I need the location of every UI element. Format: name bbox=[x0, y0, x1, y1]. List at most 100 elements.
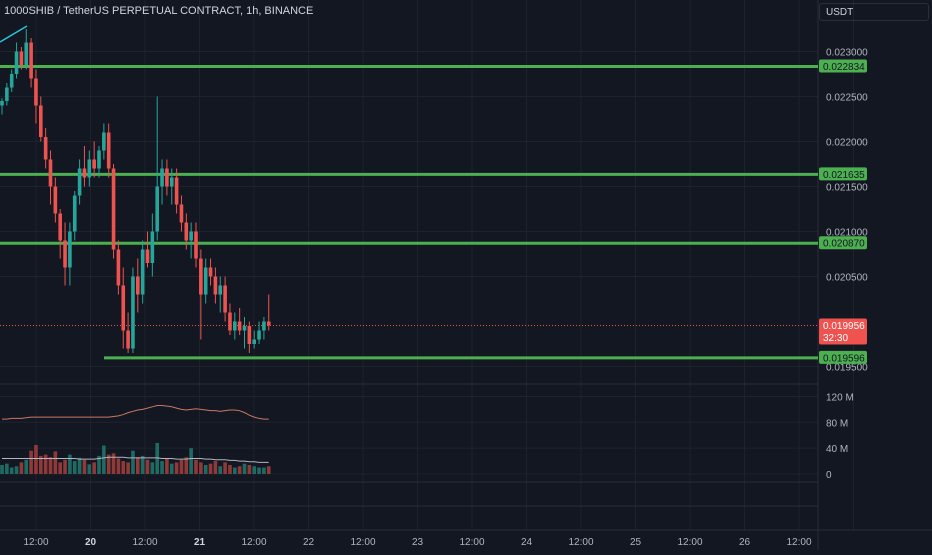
volume-bar[interactable] bbox=[102, 445, 106, 474]
volume-bar[interactable] bbox=[121, 461, 126, 474]
candle-body[interactable] bbox=[136, 276, 140, 295]
volume-bar[interactable] bbox=[9, 467, 14, 474]
volume-bar[interactable] bbox=[155, 442, 159, 474]
volume-bar[interactable] bbox=[179, 459, 184, 474]
candle-body[interactable] bbox=[247, 326, 252, 344]
candle-body[interactable] bbox=[266, 321, 271, 326]
volume-bar[interactable] bbox=[184, 457, 189, 474]
volume-bar[interactable] bbox=[82, 459, 87, 474]
volume-bar[interactable] bbox=[111, 453, 116, 474]
candle-body[interactable] bbox=[19, 51, 24, 66]
candle-body[interactable] bbox=[58, 213, 62, 241]
candle-body[interactable] bbox=[72, 195, 77, 232]
volume-bar[interactable] bbox=[116, 458, 121, 474]
volume-bar[interactable] bbox=[218, 466, 223, 474]
candle-body[interactable] bbox=[106, 132, 111, 169]
candle-body[interactable] bbox=[102, 132, 106, 151]
candle-body[interactable] bbox=[9, 74, 14, 88]
trend-line[interactable] bbox=[0, 25, 28, 43]
volume-bar[interactable] bbox=[68, 454, 72, 474]
volume-bar[interactable] bbox=[106, 454, 111, 474]
volume-bar[interactable] bbox=[92, 462, 96, 474]
candle-body[interactable] bbox=[262, 321, 266, 331]
candle-body[interactable] bbox=[14, 51, 19, 75]
volume-bar[interactable] bbox=[266, 466, 271, 474]
volume-bar[interactable] bbox=[199, 462, 203, 474]
volume-bar[interactable] bbox=[43, 454, 48, 474]
volume-bar[interactable] bbox=[169, 463, 174, 474]
volume-bar[interactable] bbox=[194, 459, 198, 474]
candle-body[interactable] bbox=[43, 137, 48, 160]
volume-bar[interactable] bbox=[237, 466, 242, 474]
candle-body[interactable] bbox=[208, 267, 213, 277]
candle-body[interactable] bbox=[165, 168, 169, 187]
volume-bar[interactable] bbox=[262, 467, 266, 474]
volume-bar[interactable] bbox=[233, 467, 237, 474]
candle-body[interactable] bbox=[189, 231, 193, 241]
candle-body[interactable] bbox=[228, 312, 232, 331]
volume-bar[interactable] bbox=[145, 459, 150, 474]
candle-body[interactable] bbox=[150, 231, 155, 264]
candle-body[interactable] bbox=[140, 249, 145, 295]
volume-bar[interactable] bbox=[203, 464, 208, 474]
volume-bar[interactable] bbox=[87, 464, 92, 474]
candle-body[interactable] bbox=[126, 330, 130, 349]
candle-body[interactable] bbox=[242, 326, 247, 331]
volume-bar[interactable] bbox=[131, 450, 135, 474]
volume-bar[interactable] bbox=[72, 461, 77, 474]
candle-body[interactable] bbox=[218, 285, 223, 295]
currency-selector[interactable]: USDT bbox=[819, 3, 929, 21]
candle-body[interactable] bbox=[121, 285, 126, 331]
candle-body[interactable] bbox=[252, 339, 256, 345]
volume-bar[interactable] bbox=[247, 464, 252, 474]
candle-body[interactable] bbox=[34, 78, 38, 106]
volume-bar[interactable] bbox=[136, 457, 140, 474]
volume-bar[interactable] bbox=[189, 448, 193, 474]
candle-body[interactable] bbox=[5, 87, 9, 102]
candle-body[interactable] bbox=[179, 204, 184, 223]
candle-body[interactable] bbox=[131, 276, 135, 349]
volume-bar[interactable] bbox=[0, 464, 4, 474]
candle-body[interactable] bbox=[257, 330, 261, 340]
candle-body[interactable] bbox=[237, 321, 242, 331]
candle-body[interactable] bbox=[116, 249, 121, 286]
volume-bar[interactable] bbox=[48, 457, 53, 474]
volume-bar[interactable] bbox=[34, 444, 38, 474]
candle-body[interactable] bbox=[160, 168, 164, 187]
candle-body[interactable] bbox=[87, 159, 92, 178]
candle-body[interactable] bbox=[203, 267, 208, 295]
volume-bar[interactable] bbox=[228, 464, 232, 474]
volume-bar[interactable] bbox=[5, 463, 9, 474]
volume-bar[interactable] bbox=[53, 451, 58, 474]
volume-bar[interactable] bbox=[223, 462, 227, 474]
volume-bar[interactable] bbox=[77, 457, 82, 474]
candle-body[interactable] bbox=[77, 168, 82, 196]
volume-bar[interactable] bbox=[257, 467, 261, 474]
candle-body[interactable] bbox=[223, 285, 227, 313]
volume-bar[interactable] bbox=[160, 461, 164, 474]
candle-body[interactable] bbox=[24, 42, 29, 66]
volume-bar[interactable] bbox=[252, 466, 256, 474]
candle-body[interactable] bbox=[53, 186, 58, 214]
candle-body[interactable] bbox=[48, 159, 53, 187]
volume-bar[interactable] bbox=[126, 462, 130, 474]
volume-bar[interactable] bbox=[174, 462, 179, 474]
volume-bar[interactable] bbox=[140, 455, 145, 474]
volume-bar[interactable] bbox=[213, 461, 218, 474]
volume-bar[interactable] bbox=[208, 463, 213, 474]
candle-body[interactable] bbox=[145, 249, 150, 264]
volume-bar[interactable] bbox=[58, 462, 62, 474]
volume-bar[interactable] bbox=[165, 458, 169, 474]
candle-body[interactable] bbox=[68, 231, 72, 268]
volume-bar[interactable] bbox=[14, 466, 19, 474]
volume-bar[interactable] bbox=[242, 463, 247, 474]
candle-body[interactable] bbox=[29, 42, 33, 79]
volume-bar[interactable] bbox=[63, 459, 67, 474]
candle-body[interactable] bbox=[39, 105, 43, 138]
candle-body[interactable] bbox=[213, 276, 218, 295]
candle-body[interactable] bbox=[111, 168, 116, 250]
volume-bar[interactable] bbox=[150, 462, 155, 474]
volume-bar[interactable] bbox=[24, 459, 29, 474]
candle-body[interactable] bbox=[199, 258, 203, 295]
